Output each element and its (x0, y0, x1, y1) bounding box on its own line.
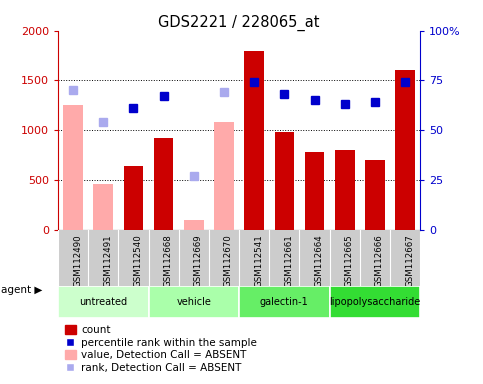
Bar (274, 132, 294, 230)
Bar (244, 51, 264, 230)
Bar (154, 138, 173, 230)
Text: GSM112670: GSM112670 (224, 234, 233, 287)
Text: galectin-1: galectin-1 (260, 297, 309, 307)
Bar (395, 71, 415, 230)
Text: agent ▶: agent ▶ (1, 285, 43, 295)
Bar (58, 286, 149, 318)
Bar (305, 152, 325, 230)
Bar (335, 150, 355, 230)
Legend: count, percentile rank within the sample, value, Detection Call = ABSENT, rank, : count, percentile rank within the sample… (63, 323, 259, 375)
Text: lipopolysaccharide: lipopolysaccharide (329, 297, 421, 307)
Text: GSM112664: GSM112664 (314, 234, 324, 287)
Bar (214, 122, 234, 230)
Text: GSM112666: GSM112666 (375, 234, 384, 287)
Text: GSM112491: GSM112491 (103, 234, 112, 287)
Bar (330, 286, 420, 318)
Text: GSM112541: GSM112541 (254, 234, 263, 287)
Text: GSM112540: GSM112540 (133, 234, 142, 287)
Text: GSM112490: GSM112490 (73, 234, 82, 287)
Title: GDS2221 / 228065_at: GDS2221 / 228065_at (158, 15, 320, 31)
Text: GSM112661: GSM112661 (284, 234, 293, 287)
Bar (93, 184, 113, 230)
Text: GSM112668: GSM112668 (164, 234, 172, 287)
Bar (365, 160, 385, 230)
Bar (63, 105, 83, 230)
Text: GSM112669: GSM112669 (194, 234, 203, 287)
Bar (184, 220, 204, 230)
Text: GSM112667: GSM112667 (405, 234, 414, 287)
Bar (149, 286, 239, 318)
Text: untreated: untreated (79, 297, 128, 307)
Text: vehicle: vehicle (176, 297, 211, 307)
Bar (124, 166, 143, 230)
Bar (239, 286, 330, 318)
Text: GSM112665: GSM112665 (345, 234, 354, 287)
